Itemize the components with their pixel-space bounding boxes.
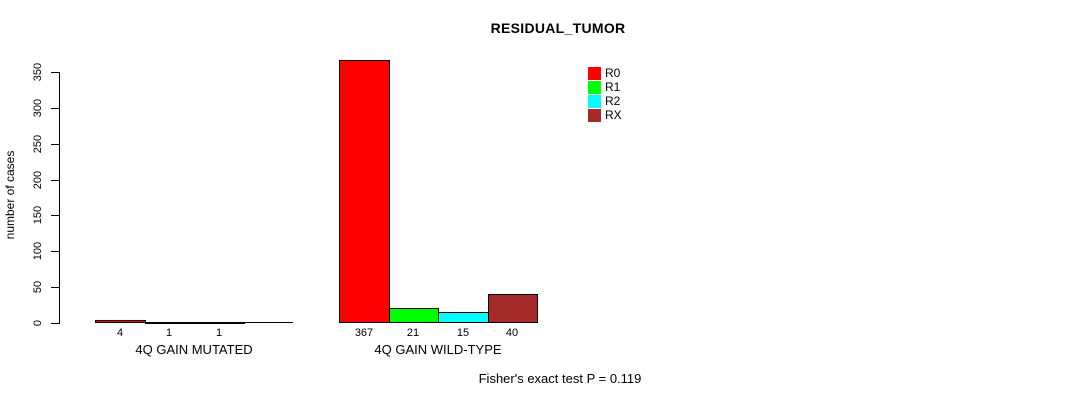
- legend-label: R0: [605, 66, 621, 80]
- bar-rx: [488, 294, 538, 323]
- legend-swatch-r2: [588, 95, 601, 108]
- bar-r2: [194, 322, 245, 324]
- group-label: 4Q GAIN WILD-TYPE: [374, 342, 502, 357]
- y-tick-label: 350: [32, 62, 44, 82]
- legend-swatch-r0: [588, 67, 601, 80]
- legend-item: R2: [588, 95, 622, 108]
- bar-value-label: 367: [354, 327, 374, 339]
- y-tick: [51, 287, 59, 288]
- y-tick-label: 150: [32, 205, 44, 225]
- bar-value-label: 1: [165, 327, 173, 339]
- y-tick-label: 250: [32, 134, 44, 154]
- y-tick: [51, 180, 59, 181]
- y-tick-label: 300: [32, 98, 44, 118]
- y-tick: [51, 323, 59, 324]
- chart-title: RESIDUAL_TUMOR: [490, 20, 626, 36]
- y-tick: [51, 251, 59, 252]
- legend-item: R0: [588, 67, 622, 80]
- y-tick-label: 100: [32, 241, 44, 261]
- y-tick-label: 0: [32, 319, 44, 327]
- bar-r1: [389, 308, 439, 323]
- fisher-test-annotation: Fisher's exact test P = 0.119: [478, 371, 642, 386]
- legend-swatch-rx: [588, 109, 601, 122]
- bar-r2: [438, 312, 489, 323]
- bar-r1: [145, 322, 195, 324]
- bar-value-label: 4: [116, 327, 124, 339]
- y-axis-label: number of cases: [3, 150, 17, 240]
- bar-r0: [339, 60, 390, 323]
- legend: R0 R1 R2 RX: [588, 67, 622, 123]
- bar-value-label: 40: [505, 327, 519, 339]
- y-tick: [51, 108, 59, 109]
- legend-label: RX: [605, 108, 622, 122]
- legend-item: R1: [588, 81, 622, 94]
- bar-value-label: 1: [215, 327, 223, 339]
- y-tick: [51, 72, 59, 73]
- bar-value-label: 15: [456, 327, 470, 339]
- y-tick-label: 200: [32, 170, 44, 190]
- legend-swatch-r1: [588, 81, 601, 94]
- group-label: 4Q GAIN MUTATED: [135, 342, 253, 357]
- bar-value-label: 21: [406, 327, 420, 339]
- legend-label: R2: [605, 94, 621, 108]
- bar-r0: [95, 320, 146, 323]
- y-tick: [51, 215, 59, 216]
- y-axis-line: [59, 72, 60, 324]
- y-tick: [51, 144, 59, 145]
- legend-label: R1: [605, 80, 621, 94]
- y-tick-label: 50: [32, 280, 44, 294]
- legend-item: RX: [588, 109, 622, 122]
